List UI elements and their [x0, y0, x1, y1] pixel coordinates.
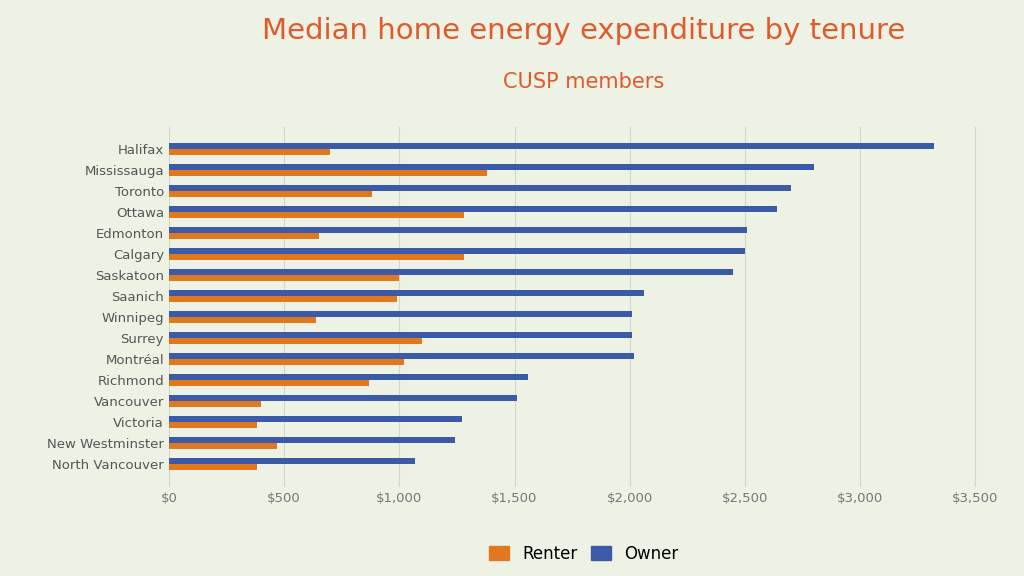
Bar — [169, 248, 745, 254]
Bar — [169, 311, 632, 317]
Bar — [169, 275, 399, 281]
Bar — [169, 227, 748, 233]
Bar — [169, 359, 403, 365]
Bar — [169, 401, 261, 407]
Bar — [169, 269, 733, 275]
Bar — [169, 185, 791, 191]
Bar — [169, 437, 455, 443]
Bar — [169, 374, 528, 380]
Text: CUSP members: CUSP members — [503, 72, 665, 92]
Bar — [169, 191, 372, 197]
Bar — [169, 444, 278, 449]
Bar — [169, 458, 416, 464]
Bar — [169, 422, 256, 429]
Bar — [169, 353, 635, 359]
Bar — [169, 164, 814, 170]
Bar — [169, 416, 462, 422]
Bar — [169, 297, 397, 302]
Bar — [169, 332, 632, 338]
Text: Median home energy expenditure by tenure: Median home energy expenditure by tenure — [262, 17, 905, 46]
Bar — [169, 395, 517, 401]
Bar — [169, 464, 256, 471]
Bar — [169, 339, 422, 344]
Bar — [169, 143, 934, 149]
Bar — [169, 149, 330, 156]
Bar — [169, 317, 316, 323]
Bar — [169, 206, 777, 212]
Bar — [169, 381, 370, 386]
Bar — [169, 213, 464, 218]
Bar — [169, 170, 487, 176]
Bar — [169, 290, 643, 296]
Bar — [169, 255, 464, 260]
Bar — [169, 233, 318, 239]
Legend: Renter, Owner: Renter, Owner — [482, 538, 685, 570]
